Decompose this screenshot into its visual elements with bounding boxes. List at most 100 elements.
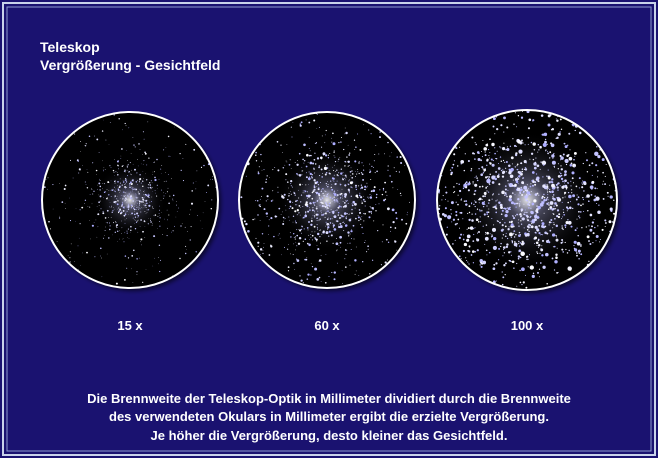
star (118, 186, 121, 189)
cluster-glow (276, 149, 378, 251)
star (179, 153, 181, 155)
star (511, 260, 515, 264)
star (344, 165, 346, 167)
star (572, 182, 575, 184)
star (573, 240, 577, 244)
star (370, 211, 372, 213)
star (333, 192, 335, 195)
star (315, 142, 317, 144)
star (349, 179, 351, 181)
star (370, 194, 372, 196)
star (585, 196, 587, 198)
star (109, 206, 110, 208)
star (549, 201, 554, 205)
star (529, 224, 532, 227)
star (178, 207, 180, 209)
star (346, 250, 348, 252)
star (119, 238, 120, 240)
star (290, 126, 292, 128)
star (122, 238, 123, 240)
star (129, 162, 131, 164)
star (535, 262, 538, 264)
star (283, 220, 285, 222)
star (270, 200, 273, 202)
star (135, 196, 137, 198)
star (557, 168, 559, 170)
star (111, 211, 113, 213)
star (539, 234, 541, 236)
star (466, 238, 470, 242)
star (580, 204, 582, 207)
star (144, 190, 145, 191)
star (165, 193, 167, 195)
star (82, 165, 83, 166)
star (553, 223, 555, 226)
star (245, 175, 247, 177)
star (484, 151, 486, 153)
star (570, 180, 572, 182)
star (92, 189, 93, 190)
star (458, 255, 461, 258)
star (332, 180, 334, 181)
star (486, 176, 489, 178)
star (136, 212, 139, 215)
star (147, 196, 148, 197)
star (145, 199, 148, 202)
star (296, 259, 300, 262)
star (311, 207, 313, 209)
star (299, 183, 302, 186)
star (113, 114, 115, 116)
star (530, 191, 532, 193)
star (585, 152, 587, 154)
star (149, 219, 152, 221)
star (289, 159, 291, 161)
star (117, 199, 118, 201)
star (305, 194, 309, 197)
star (124, 279, 126, 281)
star (113, 201, 115, 202)
star (59, 183, 60, 184)
star (480, 173, 484, 177)
star (157, 257, 159, 258)
star (137, 206, 139, 208)
star (354, 207, 356, 209)
star (337, 189, 339, 191)
star (604, 222, 607, 224)
star (569, 201, 571, 203)
star (359, 192, 361, 194)
star (124, 199, 126, 201)
star (460, 163, 462, 165)
star (365, 189, 366, 191)
star (294, 162, 296, 164)
star (310, 263, 312, 265)
star (550, 205, 552, 207)
star (344, 249, 347, 251)
star (343, 221, 345, 223)
star (296, 209, 299, 212)
star (365, 188, 366, 190)
star (495, 204, 497, 206)
star (538, 225, 541, 227)
star (306, 197, 308, 199)
star (535, 208, 539, 211)
star (300, 194, 303, 196)
star (339, 182, 341, 184)
star (336, 195, 338, 197)
star (297, 242, 301, 245)
star (131, 255, 134, 257)
star (547, 239, 550, 242)
star (69, 257, 71, 259)
star (442, 195, 444, 197)
star (201, 228, 203, 229)
star (523, 203, 525, 205)
star (181, 223, 183, 225)
star (84, 145, 87, 147)
star (137, 159, 138, 160)
star (497, 167, 501, 170)
star (119, 198, 121, 199)
star (500, 147, 502, 149)
star (85, 143, 87, 145)
star (511, 163, 513, 165)
star (79, 223, 81, 225)
star (166, 191, 168, 193)
